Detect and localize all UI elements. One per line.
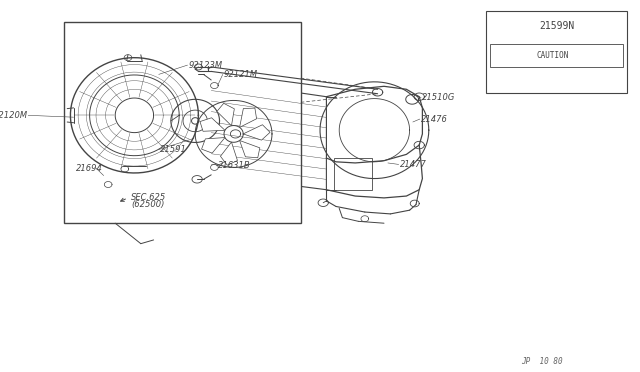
Text: 21591: 21591	[160, 145, 187, 154]
Text: JP  10 80: JP 10 80	[522, 357, 563, 366]
Text: SEC.625: SEC.625	[131, 193, 166, 202]
Bar	[334, 158, 372, 190]
Polygon shape	[239, 108, 257, 127]
Text: 21510G: 21510G	[422, 93, 456, 102]
Polygon shape	[239, 141, 260, 158]
Polygon shape	[220, 142, 237, 165]
Text: CAUTION: CAUTION	[536, 51, 569, 60]
Bar	[64, 22, 301, 223]
Text: (62500): (62500)	[131, 200, 164, 209]
Text: 21477: 21477	[400, 160, 427, 169]
Polygon shape	[243, 125, 270, 140]
Text: 92123M: 92123M	[189, 61, 223, 70]
Text: 21476: 21476	[421, 115, 448, 124]
Text: 92120M: 92120M	[0, 111, 28, 120]
Bar	[486, 11, 627, 93]
Polygon shape	[211, 80, 326, 190]
Text: 21694: 21694	[76, 164, 102, 173]
Text: 21631B: 21631B	[218, 161, 250, 170]
Text: 92121M: 92121M	[224, 70, 258, 79]
Polygon shape	[202, 138, 225, 153]
Bar	[490, 44, 623, 67]
Polygon shape	[217, 103, 234, 126]
Polygon shape	[200, 118, 225, 131]
Text: 21599N: 21599N	[539, 21, 575, 31]
